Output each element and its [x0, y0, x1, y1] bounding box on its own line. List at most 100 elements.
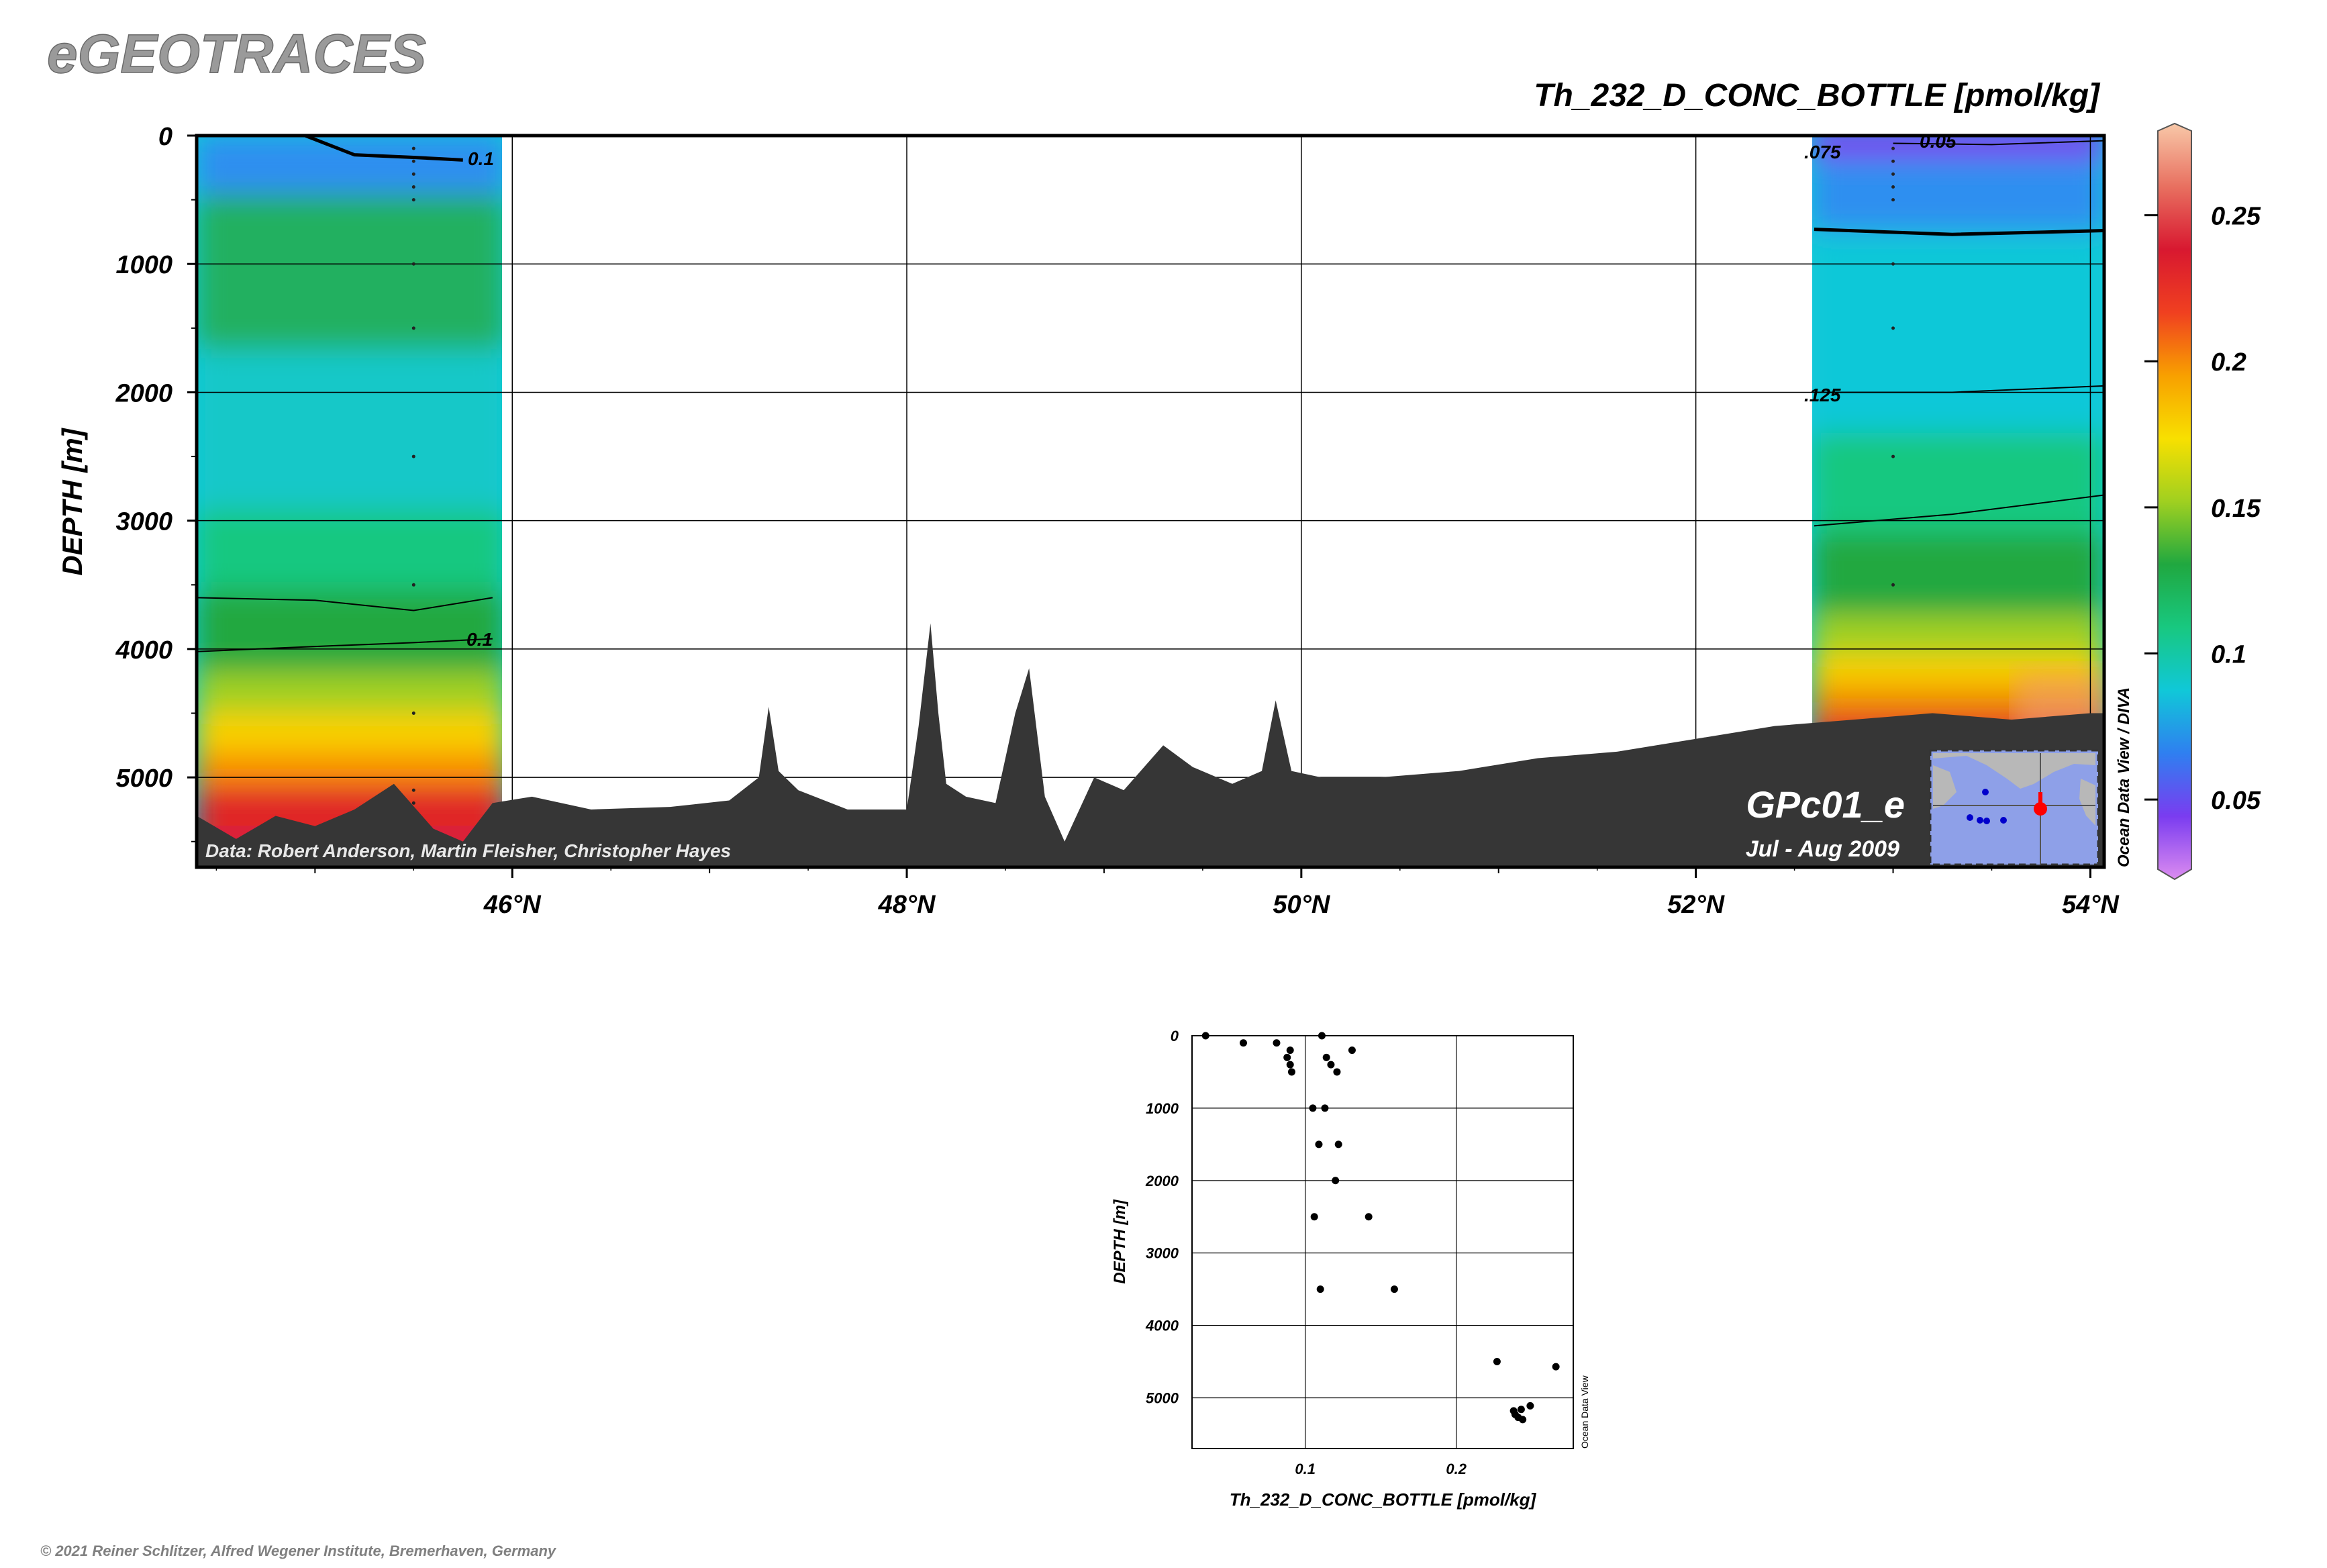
colorbar-ticks: 0.05 0.1 0.15 0.2 0.25: [2144, 203, 2261, 815]
data-credit: Data: Robert Anderson, Martin Fleisher, …: [205, 840, 731, 861]
profile-point: [1334, 1140, 1342, 1148]
contour-line: [1814, 494, 2104, 527]
profile-point: [1318, 1032, 1326, 1040]
profile-point: [1239, 1039, 1247, 1047]
profile-point: [1552, 1363, 1560, 1371]
y-tick-label: 0: [158, 123, 172, 151]
contour-label: 0.1: [466, 629, 493, 650]
profile-y-tick-label: 3000: [1146, 1245, 1179, 1262]
inset-map: [1929, 749, 2099, 866]
station-sample-dot: [411, 146, 415, 150]
profile-point: [1365, 1213, 1373, 1221]
profile-point: [1526, 1402, 1534, 1410]
profile-point: [1390, 1285, 1398, 1293]
colorbar: 0.05 0.1 0.15 0.2 0.25: [2144, 122, 2261, 881]
profile-point: [1310, 1213, 1318, 1221]
contour-line: [197, 638, 493, 652]
profile-frame: [1191, 1035, 1574, 1449]
station-sample-dot: [411, 801, 415, 805]
colorbar-tick-label: 0.25: [2211, 203, 2261, 231]
colorbar-tick-label: 0.15: [2211, 495, 2261, 523]
profile-point: [1316, 1285, 1324, 1293]
station-sample-dot: [411, 185, 415, 189]
contour-line: [1814, 385, 2104, 393]
profile-point: [1493, 1358, 1501, 1366]
profile-point: [1315, 1140, 1323, 1148]
y-tick-label: 1000: [115, 251, 172, 279]
station-sample-dot: [1891, 198, 1895, 202]
profile-plot: 0 1000 2000 3000 4000 5000 0.1 0.2 Th_232_D_CO…: [1111, 1028, 1590, 1510]
section-side-note: Ocean Data View / DIVA: [2115, 687, 2133, 867]
profile-y-axis: 0 1000 2000 3000 4000 5000: [1145, 1028, 1179, 1406]
profile-point: [1321, 1104, 1329, 1112]
y-tick-label: 3000: [115, 508, 172, 536]
contour-line: [197, 597, 493, 611]
station-sample-dot: [411, 326, 415, 330]
station-sample-dot: [1891, 326, 1895, 330]
contour-label: 0.1: [468, 148, 494, 169]
station-sample-dot: [1891, 159, 1895, 163]
section-frame: [195, 134, 2106, 869]
profile-y-tick-label: 5000: [1146, 1389, 1179, 1406]
x-tick-label: 46°N: [483, 891, 542, 919]
profile-point: [1519, 1416, 1527, 1424]
contour-label: .075: [1804, 142, 1841, 162]
station-sample-dot: [411, 583, 415, 587]
x-tick-label: 52°N: [1667, 891, 1725, 919]
station-sample-dot: [1891, 583, 1895, 587]
section-title: Th_232_D_CONC_BOTTLE [pmol/kg]: [1534, 78, 2101, 113]
profile-x-tick-label: 0.2: [1446, 1461, 1467, 1477]
profile-point: [1283, 1053, 1291, 1061]
section-y-label: DEPTH [m]: [56, 427, 88, 575]
copyright-footer: © 2021 Reiner Schlitzer, Alfred Wegener …: [40, 1542, 557, 1559]
colorbar-ramp: [2157, 122, 2192, 881]
profile-side-note: Ocean Data View: [1579, 1375, 1590, 1449]
y-tick-label: 2000: [115, 379, 172, 407]
profile-point: [1201, 1032, 1209, 1040]
profile-point: [1517, 1406, 1525, 1414]
colorbar-tick-label: 0.1: [2211, 641, 2246, 669]
cruise-period: Jul - Aug 2009: [1746, 836, 1899, 862]
contour-line: [1893, 140, 2104, 146]
profile-y-label: DEPTH [m]: [1111, 1199, 1129, 1283]
section-contours: [197, 136, 2104, 652]
contour-label: .125: [1804, 385, 1841, 405]
profile-point: [1286, 1061, 1294, 1069]
y-tick-label: 5000: [115, 765, 172, 793]
y-tick-label: 4000: [115, 636, 172, 665]
section-x-axis: 46°N 48°N 50°N 52°N 54°N: [215, 867, 2120, 919]
colorbar-tick-label: 0.05: [2211, 787, 2261, 815]
profile-points: [1201, 1032, 1560, 1424]
station-sample-dot: [1891, 172, 1895, 176]
station-sample-dot: [1891, 454, 1895, 458]
station-sample-dot: [411, 712, 415, 716]
profile-grid: [1192, 1035, 1573, 1449]
colorbar-tick-label: 0.2: [2211, 348, 2246, 377]
contour-line: [1814, 228, 2104, 236]
contour-line: [304, 136, 463, 162]
profile-x-label: Th_232_D_CONC_BOTTLE [pmol/kg]: [1230, 1489, 1537, 1510]
field-left: [197, 136, 505, 867]
profile-y-tick-label: 2000: [1145, 1173, 1179, 1189]
profile-y-tick-label: 0: [1171, 1028, 1179, 1044]
profile-point: [1273, 1039, 1281, 1047]
section-field: [197, 136, 2104, 867]
station-sample-dot: [411, 262, 415, 266]
profile-point: [1322, 1053, 1330, 1061]
inset-station-marker: [2034, 802, 2047, 816]
station-sample-dot: [1891, 185, 1895, 189]
station-sample-dot: [411, 198, 415, 202]
profile-point: [1287, 1068, 1295, 1076]
profile-x-axis: 0.1 0.2: [1295, 1461, 1467, 1477]
profile-y-tick-label: 4000: [1145, 1318, 1179, 1334]
station-sample-dot: [1891, 262, 1895, 266]
profile-point: [1327, 1061, 1335, 1069]
profile-x-tick-label: 0.1: [1295, 1461, 1316, 1477]
section-plot: 0.1 0.1 .075 0.05 .125 Data: Robert Ande…: [56, 123, 2133, 919]
station-sample-dot: [411, 172, 415, 176]
section-y-axis: 0 1000 2000 3000 4000 5000: [115, 123, 197, 842]
profile-y-tick-label: 1000: [1146, 1100, 1179, 1117]
x-tick-label: 54°N: [2062, 891, 2120, 919]
profile-point: [1286, 1046, 1294, 1055]
